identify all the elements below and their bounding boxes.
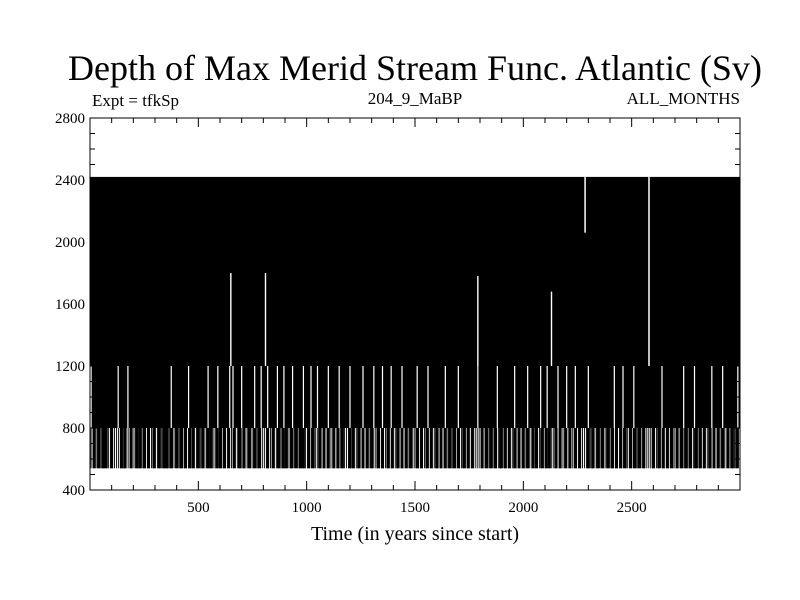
x-axis-title: Time (in years since start)	[311, 523, 519, 545]
subtitle-center: 204_9_MaBP	[368, 89, 462, 108]
subtitle-right: ALL_MONTHS	[627, 89, 740, 108]
y-tick-label: 400	[63, 483, 86, 499]
x-tick-label: 1000	[292, 500, 322, 516]
y-tick-label: 2400	[55, 173, 85, 189]
x-tick-label: 2500	[617, 500, 647, 516]
y-tick-label: 2800	[55, 111, 85, 127]
x-tick-label: 500	[187, 500, 210, 516]
chart-title: Depth of Max Merid Stream Func. Atlantic…	[68, 48, 762, 88]
data-layer	[90, 176, 740, 469]
y-tick-label: 1600	[55, 297, 85, 313]
x-tick-label: 1500	[400, 500, 430, 516]
y-tick-label: 800	[63, 421, 86, 437]
y-tick-label: 1200	[55, 359, 85, 375]
subtitle-left: Expt = tfkSp	[92, 91, 179, 110]
series-fill-band	[90, 176, 740, 428]
x-tick-label: 2000	[508, 500, 538, 516]
y-tick-label: 2000	[55, 235, 85, 251]
axes-layer: 400 800 1200 1600 2000 2400 2800 500 1000 1500 200…	[55, 111, 741, 516]
